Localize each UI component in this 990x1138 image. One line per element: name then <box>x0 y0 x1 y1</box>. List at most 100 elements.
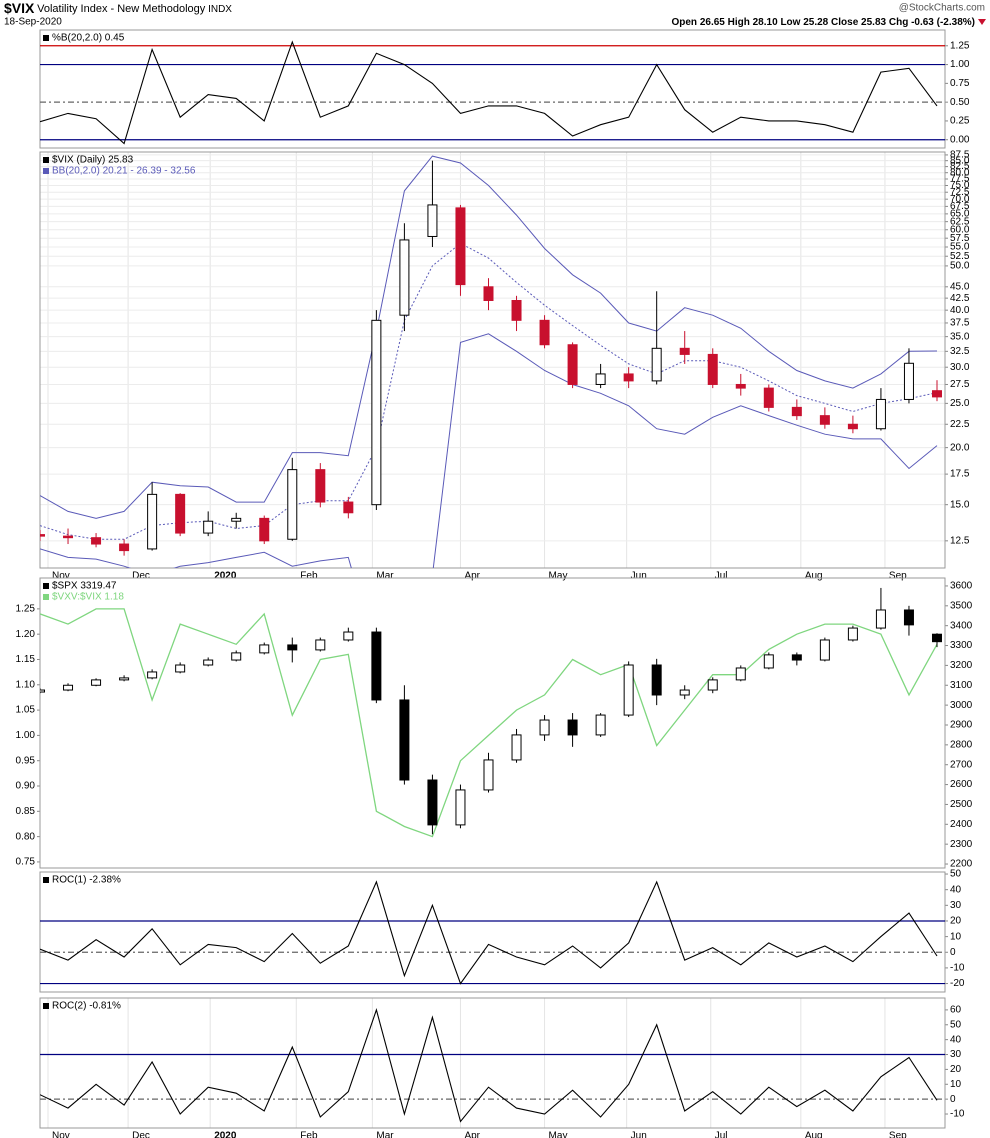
date: 18-Sep-2020 <box>4 17 62 28</box>
y2-tick-label: 0.75 <box>16 857 36 868</box>
y-tick-label: 65.0 <box>950 209 970 220</box>
y-tick-label: 60.0 <box>950 224 970 235</box>
legend-label: %B(20,2.0) 0.45 <box>52 33 125 44</box>
y-tick-label: 27.5 <box>950 379 970 390</box>
y-tick-label: 0 <box>950 947 956 958</box>
candle-body <box>315 639 326 651</box>
x-tick-label: Mar <box>376 571 394 582</box>
candle-body <box>567 344 578 385</box>
candle-body <box>651 347 662 382</box>
y-tick-label: 2700 <box>950 759 973 770</box>
candle-body <box>259 644 270 654</box>
y-tick-label: 30.0 <box>950 362 970 373</box>
legend-swatch <box>43 168 49 174</box>
x-tick-label: Jun <box>631 571 647 582</box>
legend-swatch <box>43 35 49 41</box>
quote-low: Low 25.28 <box>780 17 828 28</box>
y-tick-label: 10 <box>950 931 962 942</box>
candle-body <box>91 679 102 686</box>
y-tick-label: 0.50 <box>950 97 970 108</box>
candle-body <box>847 627 858 641</box>
candle-body <box>175 664 186 673</box>
x-tick-label: Jul <box>715 571 728 582</box>
y-tick-label: 30 <box>950 900 962 911</box>
candle-body <box>175 493 186 534</box>
x-tick-label: Feb <box>300 1131 318 1138</box>
candle-body <box>483 286 494 301</box>
y-tick-label: 3200 <box>950 660 973 671</box>
legend-label: $VIX (Daily) 25.83 <box>52 155 134 166</box>
candle-body <box>539 719 550 736</box>
line <box>40 40 938 145</box>
y-tick-label: 10 <box>950 1079 962 1090</box>
y-tick-label: 40.0 <box>950 305 970 316</box>
quote-close: Close 25.83 <box>831 17 886 28</box>
legend-swatch <box>43 583 49 589</box>
candle-body <box>399 239 410 316</box>
y-tick-label: -10 <box>950 1109 965 1120</box>
symbol: $VIX <box>4 0 35 16</box>
y-tick-label: 37.5 <box>950 318 970 329</box>
candle-body <box>455 207 466 286</box>
candle-body <box>931 633 942 643</box>
candle-body <box>595 373 606 385</box>
x-tick-label: May <box>549 1131 568 1138</box>
candle-body <box>735 383 746 389</box>
panel-frame <box>39 997 946 1129</box>
candle-body <box>511 299 522 321</box>
y-tick-label: 50 <box>950 1019 962 1030</box>
candle-body <box>119 677 130 681</box>
y-tick-label: 32.5 <box>950 346 970 357</box>
y2-tick-label: 0.90 <box>16 781 36 792</box>
y-tick-label: 22.5 <box>950 419 970 430</box>
y-tick-label: 0.00 <box>950 134 970 145</box>
candle-body <box>40 689 45 693</box>
candle-body <box>931 390 942 398</box>
band-upper <box>40 155 938 519</box>
candle-body <box>455 789 466 826</box>
y-tick-label: 57.5 <box>950 233 970 244</box>
y-tick-label: 72.5 <box>950 187 970 198</box>
y-tick-label: 2400 <box>950 819 973 830</box>
candle-body <box>427 779 438 826</box>
y2-tick-label: 1.00 <box>16 730 36 741</box>
line <box>40 880 938 985</box>
y2-tick-label: 0.95 <box>16 755 36 766</box>
y-tick-label: 3400 <box>950 620 973 631</box>
y-tick-label: 2300 <box>950 839 973 850</box>
candle-body <box>63 535 74 539</box>
y2-tick-label: 1.05 <box>16 705 36 716</box>
quote-open: Open 26.65 <box>671 17 725 28</box>
legend-label: ROC(1) -2.38% <box>52 875 121 886</box>
candle-body <box>539 319 550 346</box>
x-tick-label: Aug <box>805 1131 823 1138</box>
x-tick-label: 2020 <box>214 1131 237 1138</box>
legend-swatch <box>43 594 49 600</box>
y-tick-label: 55.0 <box>950 242 970 253</box>
y-tick-label: 3300 <box>950 640 973 651</box>
candle-body <box>343 501 354 514</box>
y-tick-label: 67.5 <box>950 201 970 212</box>
x-tick-label: Sep <box>889 571 907 582</box>
y-tick-label: 17.5 <box>950 469 970 480</box>
y-tick-label: 1.25 <box>950 40 970 51</box>
y-tick-label: 3600 <box>950 581 973 592</box>
panel-frame <box>39 151 946 569</box>
y-tick-label: 0.25 <box>950 116 970 127</box>
candle-body <box>231 517 242 522</box>
x-tick-label: Sep <box>889 1131 907 1138</box>
candle-body <box>119 543 130 552</box>
candle-body <box>623 373 634 382</box>
x-tick-label: Jul <box>715 1131 728 1138</box>
y-tick-label: 40 <box>950 884 962 895</box>
quote: Open 26.65 High 28.10 Low 25.28 Close 25… <box>671 17 975 28</box>
y-tick-label: 60 <box>950 1005 962 1016</box>
panel-frame <box>39 871 946 993</box>
candle-body <box>791 406 802 417</box>
y-tick-label: 62.5 <box>950 216 970 227</box>
chart-title: $VIX Volatility Index - New Methodology … <box>4 0 232 16</box>
y-tick-label: 52.5 <box>950 251 970 262</box>
x-tick-label: Dec <box>132 1131 150 1138</box>
candle-body <box>40 534 45 537</box>
candle-body <box>679 689 690 696</box>
